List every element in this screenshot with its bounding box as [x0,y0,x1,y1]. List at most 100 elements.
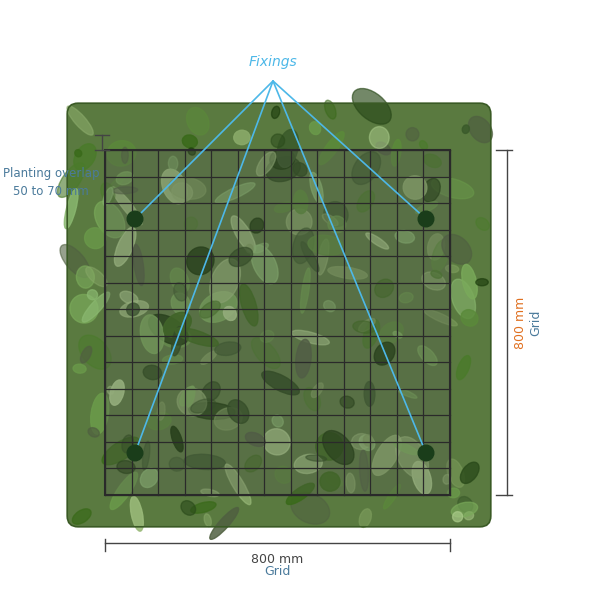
Ellipse shape [323,301,335,312]
Ellipse shape [120,301,148,317]
Ellipse shape [130,496,143,531]
Bar [105,150,450,495]
Ellipse shape [469,116,493,143]
Ellipse shape [225,464,251,505]
Ellipse shape [415,202,438,214]
Ellipse shape [112,187,138,194]
Ellipse shape [442,235,472,264]
Ellipse shape [431,178,474,199]
Ellipse shape [107,174,125,193]
Ellipse shape [107,386,114,394]
Ellipse shape [73,364,86,373]
Text: 800 mm: 800 mm [514,296,527,349]
Ellipse shape [370,127,389,148]
Bar [105,150,450,495]
Ellipse shape [325,100,336,119]
Ellipse shape [187,247,214,275]
Ellipse shape [296,340,311,378]
Ellipse shape [262,371,299,395]
Ellipse shape [292,330,329,345]
Ellipse shape [372,435,401,475]
Ellipse shape [393,331,402,338]
Ellipse shape [229,247,253,266]
Ellipse shape [422,272,445,290]
Ellipse shape [187,107,209,135]
Ellipse shape [202,382,220,401]
Ellipse shape [180,386,194,406]
Ellipse shape [319,131,344,164]
Ellipse shape [451,502,478,517]
Ellipse shape [110,472,137,509]
Ellipse shape [383,484,401,509]
Ellipse shape [215,182,255,203]
Ellipse shape [191,399,215,413]
Ellipse shape [82,292,110,322]
Ellipse shape [310,172,323,203]
Ellipse shape [311,383,323,398]
Ellipse shape [246,244,253,253]
Text: Grid: Grid [265,565,290,578]
Ellipse shape [142,441,150,470]
Ellipse shape [164,313,191,337]
Ellipse shape [406,128,419,141]
Circle shape [127,211,143,227]
Ellipse shape [73,509,91,524]
Ellipse shape [163,355,182,364]
Ellipse shape [67,106,93,135]
Ellipse shape [395,437,428,478]
Ellipse shape [75,149,82,157]
Ellipse shape [270,149,295,169]
Ellipse shape [256,152,276,176]
Ellipse shape [200,292,237,322]
Ellipse shape [328,216,346,233]
Ellipse shape [60,245,90,278]
Ellipse shape [352,434,371,449]
Ellipse shape [400,293,413,303]
Ellipse shape [431,271,442,278]
Ellipse shape [95,201,125,238]
Ellipse shape [464,512,473,520]
Ellipse shape [352,89,391,124]
Ellipse shape [364,382,375,406]
Ellipse shape [169,457,184,471]
Ellipse shape [169,156,178,170]
Ellipse shape [184,454,226,470]
Ellipse shape [275,466,292,484]
Ellipse shape [266,157,300,182]
Ellipse shape [452,512,463,522]
Ellipse shape [117,461,135,473]
FancyBboxPatch shape [67,103,491,527]
Ellipse shape [148,412,171,430]
Ellipse shape [359,509,371,527]
Ellipse shape [461,310,478,326]
Ellipse shape [366,233,389,249]
Ellipse shape [223,307,236,320]
Ellipse shape [181,500,196,515]
Ellipse shape [293,190,308,214]
Ellipse shape [462,125,469,133]
Text: Fixings: Fixings [248,55,298,69]
Ellipse shape [70,295,98,323]
Ellipse shape [432,240,449,271]
Ellipse shape [357,191,374,212]
Ellipse shape [301,242,319,272]
Ellipse shape [157,402,165,420]
Ellipse shape [293,163,307,176]
Ellipse shape [260,331,274,343]
Text: Grid: Grid [529,310,542,335]
Ellipse shape [253,243,268,253]
Text: Planting overlap: Planting overlap [3,167,99,180]
Ellipse shape [359,435,375,451]
Ellipse shape [140,315,164,353]
Ellipse shape [245,433,265,446]
Ellipse shape [171,293,190,314]
Ellipse shape [116,172,133,185]
Ellipse shape [110,380,124,405]
Ellipse shape [161,169,187,204]
Ellipse shape [88,428,100,437]
Ellipse shape [412,461,431,494]
Ellipse shape [446,265,459,272]
Ellipse shape [448,488,460,498]
Ellipse shape [301,268,310,313]
Ellipse shape [274,202,293,212]
